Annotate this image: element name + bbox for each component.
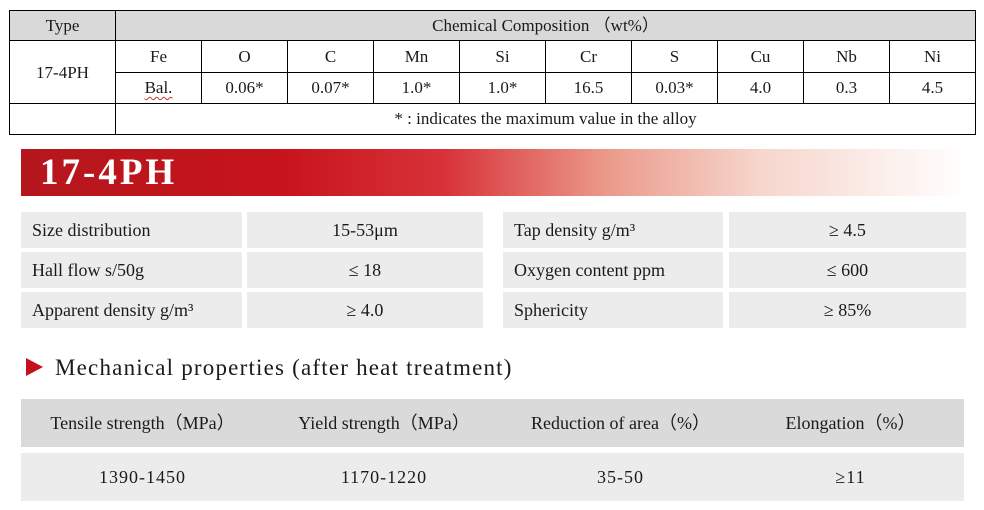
- mechanical-value-row: 1390-1450 1170-1220 35-50 ≥11: [21, 453, 964, 501]
- prop-value-oxygen-content: ≤ 600: [729, 252, 966, 288]
- value-tensile-strength: 1390-1450: [99, 467, 186, 487]
- alloy-type: 17-4PH: [9, 40, 116, 104]
- value-row: Bal. 0.06* 0.07* 1.0* 1.0* 16.5 0.03* 4.…: [10, 72, 976, 104]
- value-reduction-of-area: 35-50: [597, 467, 644, 487]
- header-tensile-strength: Tensile strength（MPa）: [50, 413, 235, 433]
- value-s: 0.03*: [631, 72, 718, 104]
- element-s: S: [631, 40, 718, 73]
- prop-value-size-distribution: 15-53μm: [247, 212, 483, 248]
- value-fe-text: Bal.: [144, 78, 173, 97]
- alloy-banner: 17-4PH: [21, 149, 966, 196]
- element-fe: Fe: [115, 40, 202, 73]
- element-cr: Cr: [545, 40, 632, 73]
- prop-label-tap-density: Tap density g/m³: [503, 212, 723, 248]
- prop-label-size-distribution: Size distribution: [21, 212, 242, 248]
- element-mn: Mn: [373, 40, 460, 73]
- value-c: 0.07*: [287, 72, 374, 104]
- type-header: Type: [9, 10, 116, 41]
- header-reduction-of-area: Reduction of area（%）: [531, 413, 710, 433]
- mechanical-header-row: Tensile strength（MPa） Yield strength（MPa…: [21, 399, 964, 447]
- chemical-composition-table: Type Chemical Composition （wt%） 17-4PH F…: [9, 10, 976, 135]
- header-yield-strength: Yield strength（MPa）: [298, 413, 470, 433]
- value-si: 1.0*: [459, 72, 546, 104]
- prop-value-tap-density: ≥ 4.5: [729, 212, 966, 248]
- composition-note: * : indicates the maximum value in the a…: [115, 103, 976, 135]
- composition-header-row: Type Chemical Composition （wt%）: [9, 10, 976, 41]
- value-cr: 16.5: [545, 72, 632, 104]
- prop-label-apparent-density: Apparent density g/m³: [21, 292, 242, 328]
- element-c: C: [287, 40, 374, 73]
- prop-label-oxygen-content: Oxygen content ppm: [503, 252, 723, 288]
- header-elongation: Elongation（%）: [785, 413, 916, 433]
- prop-label-sphericity: Sphericity: [503, 292, 723, 328]
- mechanical-title: Mechanical properties (after heat treatm…: [55, 355, 513, 380]
- composition-title: Chemical Composition （wt%）: [115, 10, 976, 41]
- note-spacer: [9, 103, 116, 135]
- element-o: O: [201, 40, 288, 73]
- value-fe: Bal.: [115, 72, 202, 104]
- element-cu: Cu: [717, 40, 804, 73]
- triangle-right-icon: [26, 358, 43, 376]
- prop-value-apparent-density: ≥ 4.0: [247, 292, 483, 328]
- element-nb: Nb: [803, 40, 890, 73]
- element-row: 17-4PH Fe O C Mn Si Cr S Cu Nb Ni: [9, 40, 976, 104]
- prop-value-hall-flow: ≤ 18: [247, 252, 483, 288]
- banner-title: 17-4PH: [40, 152, 178, 193]
- value-ni: 4.5: [889, 72, 976, 104]
- element-si: Si: [459, 40, 546, 73]
- value-o: 0.06*: [201, 72, 288, 104]
- value-cu: 4.0: [717, 72, 804, 104]
- prop-value-sphericity: ≥ 85%: [729, 292, 966, 328]
- prop-label-hall-flow: Hall flow s/50g: [21, 252, 242, 288]
- value-nb: 0.3: [803, 72, 890, 104]
- element-ni: Ni: [889, 40, 976, 73]
- value-mn: 1.0*: [373, 72, 460, 104]
- note-row: * : indicates the maximum value in the a…: [9, 103, 976, 135]
- value-elongation: ≥11: [835, 467, 866, 487]
- value-yield-strength: 1170-1220: [340, 467, 428, 487]
